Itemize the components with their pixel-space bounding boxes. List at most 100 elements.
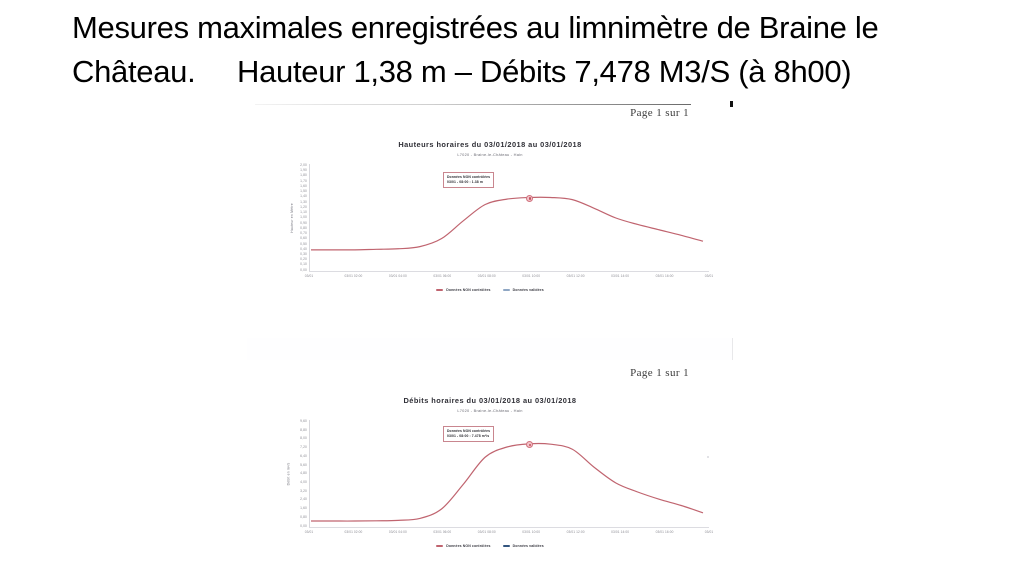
chart-2-x-ticks: 03/01 03/01 02:00 03/01 04:00 03/01 06:00 03… [305, 528, 713, 538]
chart-1-y-axis-line [309, 164, 310, 272]
chart-1-title: Hauteurs horaires du 03/01/2018 au 03/01… [398, 140, 582, 149]
chart-2-annotation-line2: 03/01 - 08:00 : 7.478 m³/s [447, 433, 490, 438]
chart-1-legend-item-non-controlees: Données NON contrôlées [436, 288, 491, 292]
chart-2-annotation-tooltip: Données NON contrôlées 03/01 - 08:00 : 7… [443, 426, 495, 442]
y-tick-label: 1,60 [300, 183, 307, 188]
x-tick-label: 03/01 [304, 530, 314, 534]
y-tick-label: 1,80 [300, 173, 307, 178]
chart-hauteurs-horaires: Hauteurs horaires du 03/01/2018 au 03/01… [247, 140, 733, 330]
chart-1-peak-marker [526, 194, 534, 202]
chart-2-x-axis-line [309, 527, 709, 528]
chart-1-series-path [309, 164, 709, 272]
chart-2-title: Débits horaires du 03/01/2018 au 03/01/2… [403, 396, 577, 405]
chart-1-annotation-tooltip: Données NON contrôlées 03/01 - 08:00 : 1… [443, 172, 495, 188]
x-tick-label: 03/01 14:00 [611, 274, 630, 278]
chart-2-y-ticks: 9,60 8,80 8,00 7,20 6,40 5,60 4,80 4,00 3,20 2,40… [285, 419, 307, 528]
chart-2-annotation-line1: Données NON contrôlées [447, 429, 491, 433]
chart-2-legend: Données NON contrôlées Données validées [247, 544, 733, 548]
chart-2-legend-item-non-controlees: Données NON contrôlées [436, 544, 491, 548]
series-line-non-controlees [311, 444, 703, 522]
page-label-1: Page 1 sur 1 [630, 107, 689, 119]
y-tick-label: 1,10 [300, 210, 307, 215]
y-tick-label: 1,70 [300, 178, 307, 183]
chart-1-legend: Données NON contrôlées Données validées [247, 288, 733, 292]
x-tick-label: 03/01 02:00 [344, 274, 363, 278]
x-tick-label: 03/01 [704, 274, 714, 278]
chart-2-peak-marker [526, 441, 534, 449]
chart-1-plot: Hauteur en Mètre 2,00 1,90 1,80 1,70 1,60 1,5… [247, 163, 733, 272]
y-tick-label: 8,80 [300, 427, 307, 432]
x-tick-label: 03/01 08:00 [477, 530, 496, 534]
chart-2-subtitle: L7020 - Braine-le-Château - Hain [457, 408, 523, 413]
y-tick-label: 0,80 [300, 514, 307, 519]
chart-2-legend-label-1: Données NON contrôlées [446, 544, 491, 548]
scan-page-1: Page 1 sur 1 Hauteurs horaires du 03/01/… [247, 100, 733, 338]
y-tick-label: 1,30 [300, 199, 307, 204]
chart-2-legend-label-2: Données validées [512, 544, 544, 548]
scan-page-2: Page 1 sur 1 Débits horaires du 03/01/20… [247, 360, 733, 576]
y-tick-label: 0,70 [300, 231, 307, 236]
y-tick-label: 0,20 [300, 257, 307, 262]
chart-1-legend-label-2: Données validées [512, 288, 544, 292]
page-title: Mesures maximales enregistrées au limnim… [72, 10, 887, 90]
x-tick-label: 03/01 04:00 [388, 530, 407, 534]
legend-swatch-validees-icon [502, 289, 510, 291]
y-tick-label: 1,50 [300, 189, 307, 194]
chart-2-series-path [309, 420, 709, 528]
chart-1-y-ticks: 2,00 1,90 1,80 1,70 1,60 1,50 1,40 1,30 1,20 1,10… [285, 163, 307, 272]
y-tick-label: 3,20 [300, 488, 307, 493]
y-tick-label: 0,10 [300, 262, 307, 267]
y-tick-label: 0,00 [300, 523, 307, 528]
chart-1-subtitle: L7020 - Braine-le-Château - Hain [457, 152, 523, 157]
y-tick-label: 7,20 [300, 445, 307, 450]
scan-speck [707, 456, 709, 458]
x-tick-label: 03/01 06:00 [433, 274, 452, 278]
y-tick-label: 4,00 [300, 480, 307, 485]
x-tick-label: 03/01 10:00 [522, 274, 541, 278]
x-tick-label: 03/01 06:00 [433, 530, 452, 534]
scan-black-mark-1 [730, 101, 733, 107]
x-tick-label: 03/01 08:00 [477, 274, 496, 278]
x-tick-label: 03/01 12:00 [566, 274, 585, 278]
y-tick-label: 1,40 [300, 194, 307, 199]
y-tick-label: 9,60 [300, 419, 307, 423]
y-tick-label: 1,20 [300, 204, 307, 209]
y-tick-label: 2,00 [300, 163, 307, 167]
chart-2-y-axis-line [309, 420, 310, 528]
y-tick-label: 0,40 [300, 246, 307, 251]
y-tick-label: 6,40 [300, 453, 307, 458]
chart-1-x-ticks: 03/01 03/01 02:00 03/01 04:00 03/01 06:00 03… [305, 272, 713, 282]
x-tick-label: 03/01 02:00 [344, 530, 363, 534]
chart-1-x-axis-line [309, 271, 709, 272]
page-label-2: Page 1 sur 1 [630, 367, 689, 379]
legend-swatch-non-controlees-icon [436, 289, 444, 291]
y-tick-label: 0,00 [300, 267, 307, 272]
x-tick-label: 03/01 16:00 [655, 274, 674, 278]
chart-debits-horaires: Débits horaires du 03/01/2018 au 03/01/2… [247, 396, 733, 576]
chart-1-legend-item-validees: Données validées [502, 288, 544, 292]
chart-2-legend-item-validees: Données validées [502, 544, 544, 548]
y-tick-label: 0,50 [300, 241, 307, 246]
chart-1-annotation-line2: 03/01 - 08:00 : 1.38 m [447, 179, 483, 184]
series-line-non-controlees [311, 197, 703, 250]
y-tick-label: 0,90 [300, 220, 307, 225]
y-tick-label: 0,30 [300, 251, 307, 256]
y-tick-label: 0,60 [300, 236, 307, 241]
x-tick-label: 03/01 12:00 [566, 530, 585, 534]
chart-2-plot: Débit en m³/s 9,60 8,80 8,00 7,20 6,40 5,60 4,… [247, 419, 733, 528]
legend-swatch-validees-icon [502, 545, 510, 547]
y-tick-label: 0,80 [300, 225, 307, 230]
chart-1-legend-label-1: Données NON contrôlées [446, 288, 491, 292]
scan-edge-rule-1 [255, 104, 691, 105]
y-tick-label: 1,00 [300, 215, 307, 220]
x-tick-label: 03/01 10:00 [522, 530, 541, 534]
x-tick-label: 03/01 16:00 [655, 530, 674, 534]
y-tick-label: 1,90 [300, 168, 307, 173]
scanned-document-area: Page 1 sur 1 Hauteurs horaires du 03/01/… [247, 100, 733, 576]
chart-1-annotation-line1: Données NON contrôlées [447, 175, 491, 179]
y-tick-label: 2,40 [300, 497, 307, 502]
y-tick-label: 8,00 [300, 436, 307, 441]
y-tick-label: 4,80 [300, 471, 307, 476]
x-tick-label: 03/01 14:00 [611, 530, 630, 534]
y-tick-label: 1,60 [300, 506, 307, 511]
